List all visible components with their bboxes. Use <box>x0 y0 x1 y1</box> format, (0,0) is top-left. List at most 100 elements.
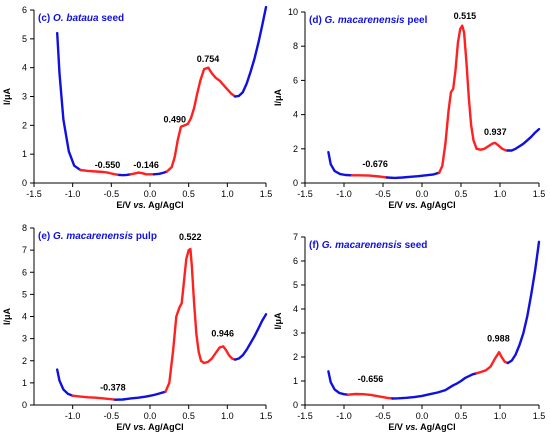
baseline-segment <box>117 173 132 177</box>
x-tick-label: 0.0 <box>144 189 157 199</box>
x-tick-label: -1.5 <box>26 189 42 199</box>
oxidation-segment <box>350 174 389 179</box>
y-tick-label: 6 <box>22 5 27 15</box>
x-tick-label: 0.5 <box>182 189 195 199</box>
baseline-segment <box>327 150 353 177</box>
x-tick-label: 1.0 <box>221 189 234 199</box>
panel-title: (e) G. macarenensis pulp <box>38 231 157 242</box>
y-tick-label: 3 <box>22 334 27 344</box>
panel-3: -1.5 -1.0 -0.5 0.0 0.5 1.0 1.5 0 1 2 3 4 5 6 7 E/V vs. … <box>273 232 545 432</box>
x-tick-label: -1.0 <box>65 411 81 421</box>
x-axis-label: E/V vs. Ag/AgCl <box>116 200 183 210</box>
x-tick-label: -0.5 <box>375 411 391 421</box>
y-tick-label: 0 <box>293 178 298 188</box>
x-tick-label: 1.5 <box>260 189 273 199</box>
y-tick-label: 0 <box>22 178 27 188</box>
y-tick-label: 3 <box>293 328 298 338</box>
y-tick-label: 1 <box>293 376 298 386</box>
x-axis-label: E/V vs. Ag/AgCl <box>388 422 455 432</box>
x-tick-label: -1.0 <box>336 189 352 199</box>
y-tick-label: 4 <box>293 110 298 120</box>
panel-title: (d) G. macarenensis peel <box>309 15 428 26</box>
oxidation-segment <box>165 66 237 173</box>
x-tick-label: 1.0 <box>494 189 507 199</box>
peak-label: 0.937 <box>484 127 507 137</box>
baseline-segment <box>56 31 82 172</box>
baseline-segment <box>56 368 74 397</box>
x-tick-label: 0.0 <box>416 411 429 421</box>
y-tick-label: 8 <box>293 41 298 51</box>
y-tick-label: 6 <box>293 256 298 266</box>
oxidation-segment <box>129 171 156 176</box>
y-tick-label: 0 <box>293 400 298 410</box>
x-tick-label: -1.5 <box>297 411 313 421</box>
peak-label: -0.378 <box>100 383 126 393</box>
x-tick-label: -1.0 <box>336 411 352 421</box>
baseline-segment <box>391 372 478 400</box>
y-axis-label: I/μA <box>2 308 12 326</box>
y-axis-label: I/μA <box>273 312 283 330</box>
x-tick-label: 1.5 <box>260 411 273 421</box>
y-tick-label: 6 <box>22 267 27 277</box>
x-tick-label: -0.5 <box>375 189 391 199</box>
baseline-segment <box>152 170 169 176</box>
x-tick-label: -1.0 <box>65 189 81 199</box>
y-tick-label: 2 <box>22 356 27 366</box>
panel-title: (c) O. bataua seed <box>38 13 124 24</box>
oxidation-segment <box>475 351 509 375</box>
y-tick-label: 6 <box>293 75 298 85</box>
panel-1: -1.5 -1.0 -0.5 0.0 0.5 1.0 1.5 0 2 4 6 8 10 E/V vs. A… <box>273 7 545 210</box>
peak-label: -0.146 <box>133 160 159 170</box>
y-tick-label: 1 <box>22 149 27 159</box>
panel-0: -1.5 -1.0 -0.5 0.0 0.5 1.0 1.5 0 1 2 3 4 5 6 E/V vs. A… <box>2 5 272 210</box>
peak-label: -0.550 <box>95 160 121 170</box>
y-tick-label: 5 <box>293 280 298 290</box>
x-tick-label: 0.0 <box>144 411 157 421</box>
y-tick-label: 2 <box>293 144 298 154</box>
panel-title: (f) G. macarenensis seed <box>309 240 427 251</box>
x-tick-label: -0.5 <box>104 189 120 199</box>
baseline-segment <box>385 171 441 180</box>
y-tick-label: 3 <box>22 92 27 102</box>
y-tick-label: 4 <box>22 63 27 73</box>
peak-label: 0.490 <box>163 114 186 124</box>
x-tick-label: 1.5 <box>533 411 546 421</box>
y-tick-label: 7 <box>293 232 298 242</box>
oxidation-segment <box>346 392 394 400</box>
x-tick-label: 0.0 <box>416 189 429 199</box>
baseline-segment <box>113 390 167 401</box>
y-tick-label: 5 <box>22 289 27 299</box>
baseline-segment <box>506 127 541 152</box>
y-axis-label: I/μA <box>2 88 12 106</box>
oxidation-segment <box>71 394 117 401</box>
y-tick-label: 7 <box>22 245 27 255</box>
y-tick-label: 10 <box>288 7 298 17</box>
y-tick-label: 5 <box>22 34 27 44</box>
x-tick-label: 0.5 <box>182 411 195 421</box>
baseline-segment <box>327 370 350 396</box>
x-tick-label: -1.5 <box>297 189 313 199</box>
y-tick-label: 1 <box>22 378 27 388</box>
peak-label: 0.515 <box>454 11 477 21</box>
panel-2: -1.0 -0.5 0.0 0.5 1.0 1.5 0 1 2 3 4 5 6 7 8 E/V vs. Ag/… <box>2 223 272 432</box>
peak-label: 0.988 <box>487 333 510 343</box>
x-tick-label: 1.0 <box>494 411 507 421</box>
baseline-segment <box>233 313 268 361</box>
x-tick-label: 1.5 <box>533 189 546 199</box>
x-tick-label: 1.0 <box>221 411 234 421</box>
oxidation-segment <box>438 24 509 174</box>
y-tick-label: 8 <box>22 223 27 233</box>
y-tick-label: 4 <box>293 304 298 314</box>
peak-label: 0.754 <box>197 54 220 64</box>
y-tick-label: 2 <box>293 352 298 362</box>
baseline-segment <box>506 240 541 365</box>
x-tick-label: -0.5 <box>104 411 120 421</box>
y-tick-label: 4 <box>22 312 27 322</box>
oxidation-segment <box>79 168 121 177</box>
oxidation-segment <box>164 247 237 393</box>
x-tick-label: 0.5 <box>455 411 468 421</box>
y-axis-label: I/μA <box>273 89 283 107</box>
x-tick-label: 0.5 <box>455 189 468 199</box>
peak-label: -0.676 <box>362 159 388 169</box>
